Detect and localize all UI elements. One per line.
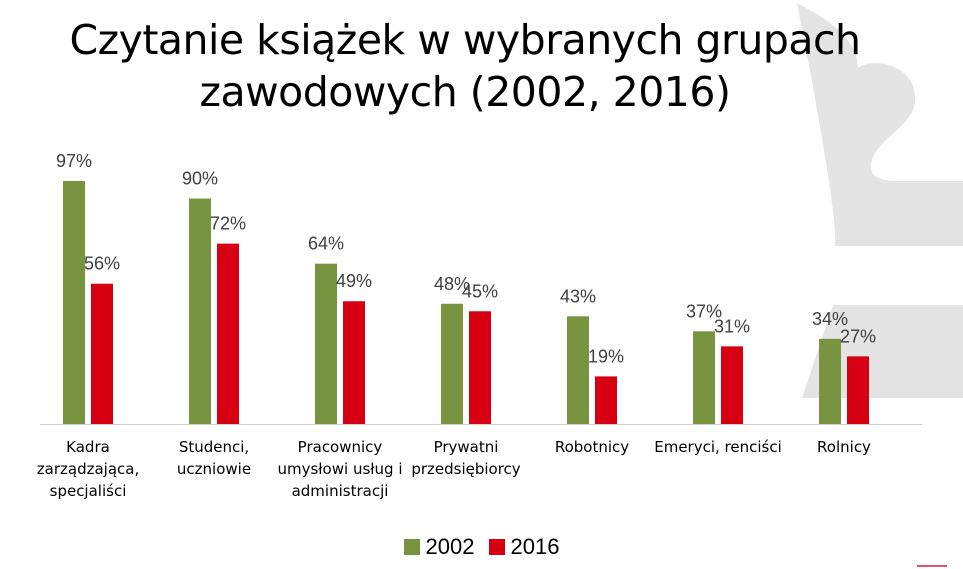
category-label-1-line-0: Studenci, xyxy=(179,438,249,456)
data-label-2016-5: 31% xyxy=(714,316,750,336)
legend-swatch-2002 xyxy=(403,539,420,555)
bar-2016-2 xyxy=(343,301,365,424)
bar-2016-1 xyxy=(217,243,239,424)
category-label-4-line-0: Robotnicy xyxy=(555,438,629,456)
bar-2002-4 xyxy=(567,316,589,424)
legend-item-2016: 2016 xyxy=(488,534,560,560)
category-label-2-line-0: Pracownicy xyxy=(298,438,383,456)
legend-label-2016: 2016 xyxy=(510,534,560,559)
bar-2016-0 xyxy=(91,283,113,424)
category-label-6-line-0: Rolnicy xyxy=(817,438,871,456)
category-label-0-line-2: specjaliści xyxy=(50,482,127,500)
bar-2002-1 xyxy=(189,198,211,424)
bar-2002-6 xyxy=(819,338,841,424)
data-label-2002-5: 37% xyxy=(686,301,722,321)
category-label-1-line-1: uczniowie xyxy=(177,460,251,478)
bar-2002-2 xyxy=(315,263,337,424)
data-label-2016-0: 56% xyxy=(84,254,120,274)
data-label-2002-2: 64% xyxy=(308,234,344,254)
bar-2016-5 xyxy=(721,346,743,424)
category-label-3-line-1: przedsiębiorcy xyxy=(411,460,520,478)
category-label-0-line-0: Kadra xyxy=(66,438,110,456)
category-label-3-line-0: Prywatni xyxy=(434,438,499,456)
bar-2002-5 xyxy=(693,331,715,424)
data-label-2016-2: 49% xyxy=(336,271,372,291)
bar-2016-6 xyxy=(847,356,869,424)
data-label-2002-3: 48% xyxy=(434,274,470,294)
category-label-5-line-0: Emeryci, renciści xyxy=(654,438,782,456)
corner-accent-line xyxy=(917,565,947,567)
legend-swatch-2016 xyxy=(488,539,505,555)
data-label-2016-1: 72% xyxy=(210,214,246,234)
bar-2002-0 xyxy=(63,181,85,424)
legend-item-2002: 2002 xyxy=(403,534,475,560)
data-label-2016-3: 45% xyxy=(462,281,498,301)
data-label-2002-1: 90% xyxy=(182,169,218,189)
title-line-1: Czytanie książek w wybranych grupach xyxy=(69,16,861,64)
data-label-2016-6: 27% xyxy=(840,326,876,346)
title-line-2: zawodowych (2002, 2016) xyxy=(199,68,731,116)
chart-title: Czytanie książek w wybranych grupach zaw… xyxy=(0,14,930,118)
data-label-2002-4: 43% xyxy=(560,286,596,306)
category-label-2-line-1: umysłowi usług i xyxy=(277,460,402,478)
bar-2016-3 xyxy=(469,311,491,424)
data-label-2016-4: 19% xyxy=(588,346,624,366)
legend: 2002 2016 xyxy=(0,534,963,560)
category-label-0-line-1: zarządzająca, xyxy=(37,460,139,478)
bar-2002-3 xyxy=(441,303,463,424)
legend-label-2002: 2002 xyxy=(425,534,475,559)
category-label-2-line-2: administracji xyxy=(292,482,389,500)
bar-2016-4 xyxy=(595,376,617,424)
data-label-2002-6: 34% xyxy=(812,309,848,329)
data-label-2002-0: 97% xyxy=(56,151,92,171)
